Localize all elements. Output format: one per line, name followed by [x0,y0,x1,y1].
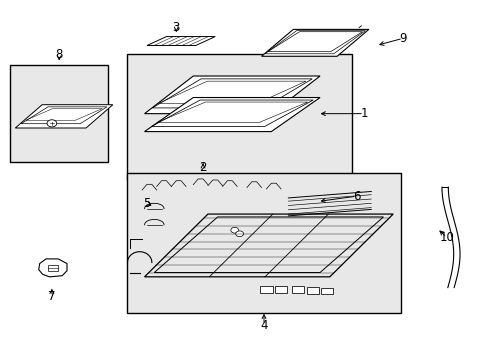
Circle shape [47,120,57,127]
Text: 7: 7 [48,290,56,303]
Bar [260,286,272,293]
Bar [127,54,351,180]
Circle shape [230,227,238,233]
Bar [321,288,333,294]
Text: 8: 8 [56,48,63,61]
Text: 9: 9 [398,32,406,45]
Polygon shape [144,98,320,132]
Text: 4: 4 [260,319,267,332]
Polygon shape [144,76,320,114]
Polygon shape [147,37,215,45]
Circle shape [235,231,243,237]
Polygon shape [39,259,67,277]
Text: 10: 10 [439,231,453,244]
Text: 6: 6 [352,190,360,203]
Bar [291,286,304,293]
Text: 5: 5 [143,197,150,210]
Text: 3: 3 [172,21,180,34]
Bar [274,286,286,293]
Polygon shape [15,105,113,128]
Bar [127,173,400,313]
Bar [47,265,58,271]
Text: 1: 1 [360,107,367,120]
Text: 2: 2 [199,161,206,174]
Bar [306,287,318,294]
Polygon shape [261,30,368,56]
Bar [10,65,108,162]
